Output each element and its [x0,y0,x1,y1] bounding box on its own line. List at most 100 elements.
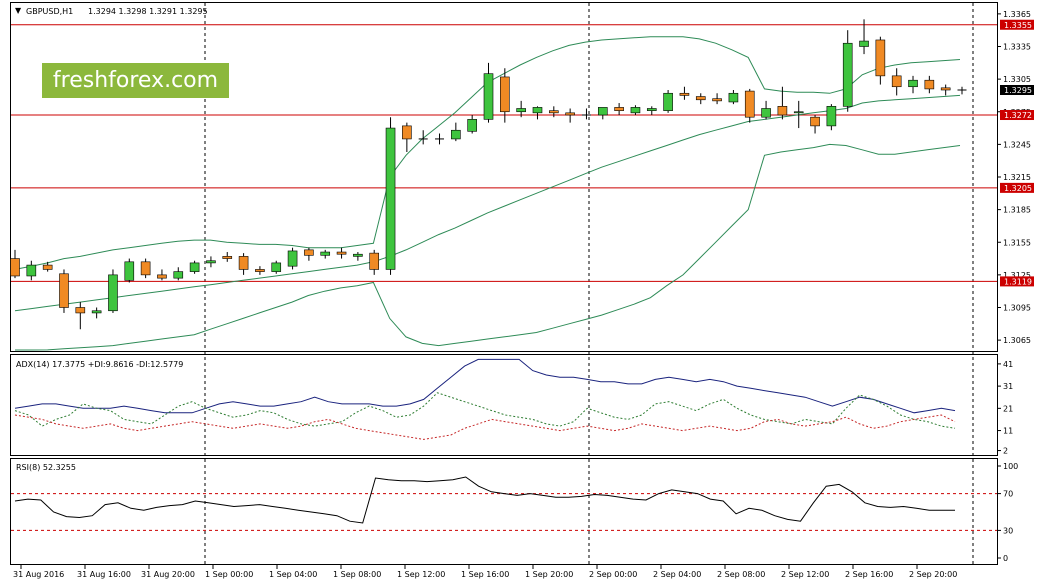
axis-layer: 1.33651.33351.33051.32751.32451.32151.31… [13,10,1034,579]
candle-body [91,310,102,314]
candle-body [614,107,624,111]
time-tick-label: 1 Sep 00:00 [205,570,253,579]
candle-body [516,108,526,113]
candle [304,247,314,261]
bollinger-lower-line [15,143,961,351]
candle [908,75,918,94]
candle [189,260,200,274]
time-tick-label: 1 Sep 04:00 [269,570,317,579]
candle [42,261,53,272]
candle-body [271,262,282,272]
candle [875,36,886,85]
current-price-label: 1.3295 [1004,86,1032,95]
candle [75,302,86,330]
candle [287,247,298,270]
candle [549,106,559,118]
collapse-arrow-icon[interactable]: ▼ [15,6,22,15]
rsi-tick-label: 70 [1003,490,1013,499]
time-tick-label: 31 Aug 20:00 [141,570,195,579]
candle-body [532,107,543,114]
adx-tick-label: 31 [1003,382,1013,391]
rsi-line [14,476,955,524]
candle [222,252,233,262]
candle [402,122,412,152]
candle [761,100,771,120]
candle [614,103,624,116]
time-tick-label: 2 Sep 16:00 [845,570,893,579]
level-tag-label: 1.3355 [1004,21,1032,30]
candle [451,122,461,142]
candle [467,115,477,134]
candle [271,260,282,274]
adx-tick-label: 11 [1003,427,1013,436]
candle [369,249,380,275]
candle [810,115,820,134]
candle-body [402,125,412,140]
price-tick-label: 1.3245 [1003,140,1031,149]
price-tick-label: 1.3215 [1003,173,1031,182]
bollinger-middle-line [14,94,961,312]
candle-body [826,106,837,127]
candle [842,30,853,112]
candle [630,105,641,116]
time-tick-label: 1 Sep 20:00 [525,570,573,579]
candle-body [549,110,559,114]
time-tick-label: 31 Aug 16:00 [77,570,131,579]
candle-body [483,73,494,120]
level-tag-label: 1.3205 [1004,184,1032,193]
candle-body [385,127,396,270]
candle-body [630,107,641,114]
candle-body [891,75,902,88]
candle [597,107,608,120]
candle-body [712,98,722,102]
candle-body [597,107,608,116]
candle [728,90,739,105]
candle [255,266,265,275]
current-price-tag [1000,85,1034,95]
candle-body [859,40,869,47]
candle [565,108,575,123]
time-tick-label: 2 Sep 12:00 [781,570,829,579]
adx-series-adx-line [14,358,956,414]
candle-body [189,262,200,272]
rsi-tick-label: 100 [1003,462,1018,471]
price-tick-label: 1.3365 [1003,10,1031,19]
candle-body [565,112,575,116]
candle [679,86,690,100]
adx-tick-label: 2 [1003,447,1008,456]
candle-body [287,250,298,267]
price-tick-label: 1.3185 [1003,206,1031,215]
time-tick-label: 2 Sep 00:00 [589,570,637,579]
candle-body [353,253,363,257]
candle [859,19,869,55]
candle-body [908,79,918,88]
candle [59,269,69,313]
time-tick-label: 2 Sep 20:00 [909,570,957,579]
level-tag [1000,276,1034,287]
candle-body [793,111,804,114]
candle-body [695,96,706,101]
freshforex-logo: freshforex.com [42,63,229,98]
candle [695,93,706,105]
time-tick-label: 1 Sep 16:00 [461,570,509,579]
price-tick-label: 1.3155 [1003,238,1031,247]
rsi-panel-frame [10,458,998,565]
candle-body [10,258,20,277]
candle-body [140,261,151,276]
candle [108,269,118,313]
candle [940,84,951,96]
candle [238,253,249,275]
time-tick-label: 2 Sep 04:00 [653,570,701,579]
price-tick-label: 1.3095 [1003,304,1031,313]
candle [173,267,184,281]
candle [924,75,935,94]
rsi-title: RSI(8) 52.3255 [16,463,76,472]
candle-body [646,108,657,111]
candle-body [924,79,935,90]
adx-tick-label: 41 [1003,360,1013,369]
adx-title: ADX(14) 17.3775 +DI:9.8616 -DI:12.5779 [16,360,183,369]
candle [483,62,494,123]
candle [826,104,837,131]
candle-body [124,261,135,281]
candle-body [761,108,771,118]
